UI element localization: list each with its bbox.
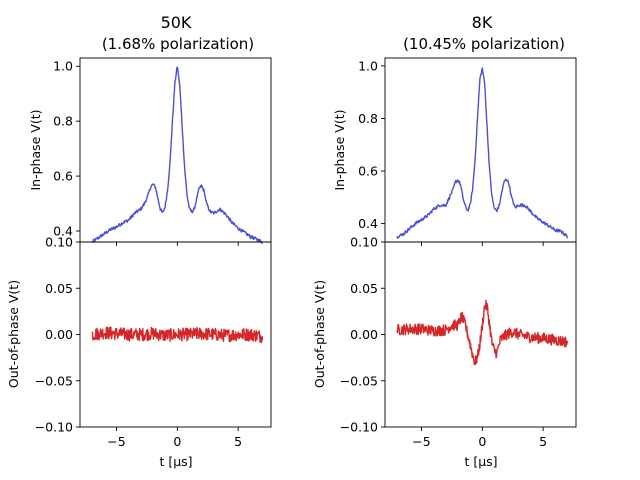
xtick-label-8k-outphase: 5 [539, 434, 547, 449]
ytick-label-50k-inphase: 0.6 [53, 169, 73, 184]
ylabel-inphase-50k: In-phase V(t) [28, 109, 43, 190]
ytick-label-8k-outphase: −0.05 [340, 373, 378, 388]
xlabel-8k: t [μs] [464, 454, 497, 469]
xlabel-50k: t [μs] [159, 454, 192, 469]
ytick-label-8k-inphase: 1.0 [358, 58, 378, 73]
chart-title-50k: 50K [161, 13, 192, 32]
ytick-label-50k-inphase: 0.8 [53, 114, 73, 129]
ytick-label-50k-outphase: 0.05 [45, 281, 73, 296]
xtick-label-8k-outphase: 0 [478, 434, 486, 449]
axes-frame-50k-outphase [79, 241, 272, 428]
xtick-label-50k-outphase: 0 [173, 434, 181, 449]
series-line-50k-inphase [91, 66, 264, 244]
ytick-label-50k-inphase: 1.0 [53, 59, 73, 74]
ylabel-inphase-8k: In-phase V(t) [332, 109, 347, 190]
plot-area: 0.4 0.6 0.8 1.0 −0.10 −0.05 0.00 0.05 0.10 −5 0 5 0.… [35, 57, 577, 449]
ytick-label-50k-outphase: −0.05 [35, 373, 73, 388]
ytick-label-8k-outphase: 0.05 [350, 281, 378, 296]
ytick-label-50k-outphase: 0.00 [45, 327, 73, 342]
ytick-label-8k-inphase: 0.8 [358, 111, 378, 126]
ytick-label-8k-outphase: 0.10 [350, 235, 378, 250]
series-line-8k-inphase [396, 67, 569, 239]
ytick-label-8k-inphase: 0.6 [358, 164, 378, 179]
ytick-label-50k-outphase: −0.10 [35, 420, 73, 435]
series-line-50k-outphase [91, 326, 264, 344]
chart-title-8k: 8K [472, 13, 493, 32]
ylabel-outphase-50k: Out-of-phase V(t) [6, 280, 21, 388]
ytick-label-50k-inphase: 0.4 [53, 224, 73, 239]
ytick-label-8k-inphase: 0.4 [358, 216, 378, 231]
xtick-label-50k-outphase: −5 [107, 434, 125, 449]
xtick-label-50k-outphase: 5 [234, 434, 242, 449]
chart-subtitle-8k: (10.45% polarization) [403, 35, 565, 53]
ytick-label-50k-outphase: 0.10 [45, 235, 73, 250]
series-line-8k-outphase [396, 299, 569, 366]
ylabel-outphase-8k: Out-of-phase V(t) [312, 280, 327, 388]
chart-subtitle-50k: (1.68% polarization) [102, 35, 254, 53]
ytick-label-8k-outphase: −0.10 [340, 420, 378, 435]
axes-frame-8k-outphase [384, 241, 577, 428]
xtick-label-8k-outphase: −5 [412, 434, 430, 449]
ytick-label-8k-outphase: 0.00 [350, 327, 378, 342]
